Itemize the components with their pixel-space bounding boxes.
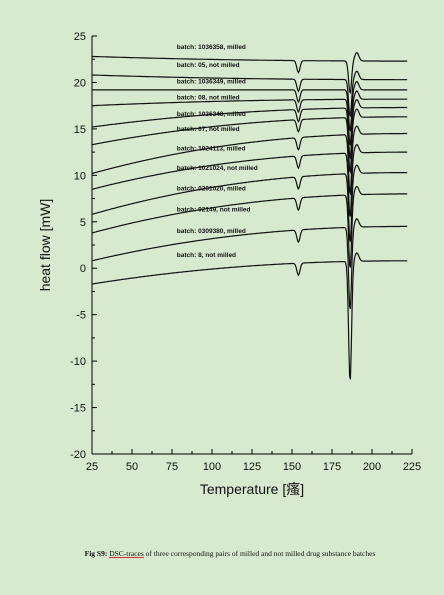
y-tick-label: 5 [80, 217, 86, 229]
figure-caption: Fig S9: DSC-traces of three correspondin… [70, 548, 390, 559]
trace-line [91, 252, 408, 380]
series-label: batch: 02149, not milled [177, 207, 251, 214]
trace-line [92, 70, 408, 118]
trace-line [91, 218, 408, 310]
x-tick-label: 175 [323, 461, 341, 473]
series-label: batch: 1036358, milled [177, 44, 246, 51]
y-tick-label: 20 [74, 77, 86, 89]
trace-line [91, 108, 408, 175]
trace-line [92, 80, 408, 133]
y-axis-title: heat flow [mW] [37, 199, 53, 292]
x-tick-label: 225 [403, 461, 421, 473]
x-axis-title: Temperature [瘙] [200, 481, 304, 497]
x-tick-label: 75 [166, 461, 178, 473]
y-tick-label: 0 [80, 263, 86, 275]
trace-line [91, 125, 408, 196]
y-tick-label: -5 [76, 310, 86, 322]
x-tick-label: 125 [243, 461, 261, 473]
trace-line [91, 185, 408, 268]
series-label: batch: 1036349, milled [177, 79, 246, 86]
x-tick-label: 150 [283, 461, 301, 473]
x-tick-label: 100 [203, 461, 221, 473]
series-label: batch: 1021024, not milled [177, 165, 258, 172]
series-label: batch: 07, not milled [177, 126, 240, 133]
trace-line [91, 51, 408, 94]
y-tick-label: -10 [70, 356, 86, 368]
caption-dsc-term: DSC-traces [109, 549, 144, 558]
trace-line [91, 98, 408, 160]
caption-text: of three corresponding pairs of milled a… [143, 549, 376, 558]
y-tick-label: 10 [74, 170, 86, 182]
series-label: batch: 8, not milled [177, 252, 236, 259]
series-label: batch: 0201020, milled [177, 185, 246, 192]
series-label: batch: 05, not milled [177, 62, 240, 69]
series-label: batch: 0309380, milled [177, 228, 246, 235]
x-tick-label: 25 [86, 461, 98, 473]
series-label: batch: 08, not milled [177, 94, 240, 101]
series-label: batch: 1024113, milled [177, 145, 246, 152]
x-tick-label: 200 [363, 461, 381, 473]
y-tick-label: -15 [70, 403, 86, 415]
y-tick-label: 15 [74, 124, 86, 136]
trace-line [91, 90, 408, 147]
trace-line [91, 164, 408, 242]
y-tick-label: -20 [70, 449, 86, 461]
y-tick-label: 25 [74, 31, 86, 43]
series-label: batch: 1036348, milled [177, 111, 246, 118]
trace-line [91, 143, 408, 217]
x-tick-label: 50 [126, 461, 138, 473]
caption-figure-label: Fig S9: [84, 549, 108, 558]
